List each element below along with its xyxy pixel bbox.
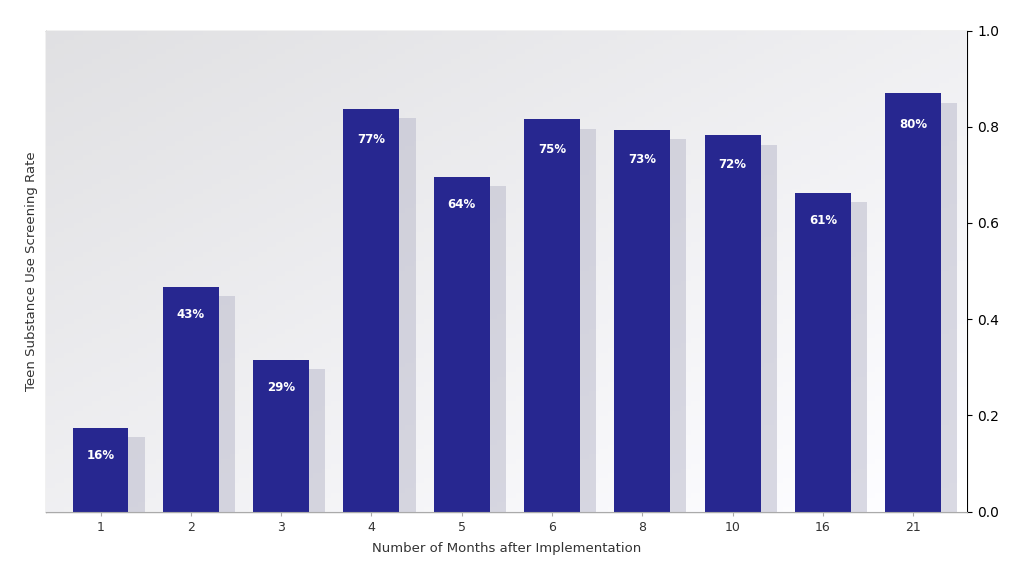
Y-axis label: Teen Substance Use Screening Rate: Teen Substance Use Screening Rate: [25, 151, 38, 391]
Text: 75%: 75%: [538, 143, 566, 156]
Bar: [269, 369, 326, 512]
Text: 16%: 16%: [86, 449, 115, 462]
Bar: [811, 202, 867, 512]
Text: 43%: 43%: [177, 307, 205, 321]
Bar: [434, 177, 489, 512]
Bar: [163, 287, 219, 512]
Bar: [73, 428, 128, 512]
Bar: [795, 193, 851, 512]
Bar: [89, 437, 144, 512]
Text: 80%: 80%: [899, 118, 927, 131]
Bar: [541, 129, 596, 512]
Bar: [901, 103, 957, 512]
Bar: [253, 360, 309, 512]
Bar: [343, 109, 399, 512]
Bar: [885, 93, 941, 512]
X-axis label: Number of Months after Implementation: Number of Months after Implementation: [372, 542, 641, 555]
Text: 73%: 73%: [629, 153, 656, 166]
Text: 72%: 72%: [719, 158, 746, 171]
Bar: [524, 119, 580, 512]
Text: 64%: 64%: [447, 198, 476, 211]
Bar: [631, 139, 686, 512]
Text: 29%: 29%: [267, 381, 295, 394]
Bar: [705, 135, 761, 512]
Text: 77%: 77%: [357, 133, 385, 146]
Bar: [614, 130, 671, 512]
Bar: [179, 296, 236, 512]
Bar: [721, 144, 777, 512]
Bar: [450, 186, 506, 512]
Text: 61%: 61%: [809, 213, 837, 227]
Bar: [359, 118, 416, 512]
